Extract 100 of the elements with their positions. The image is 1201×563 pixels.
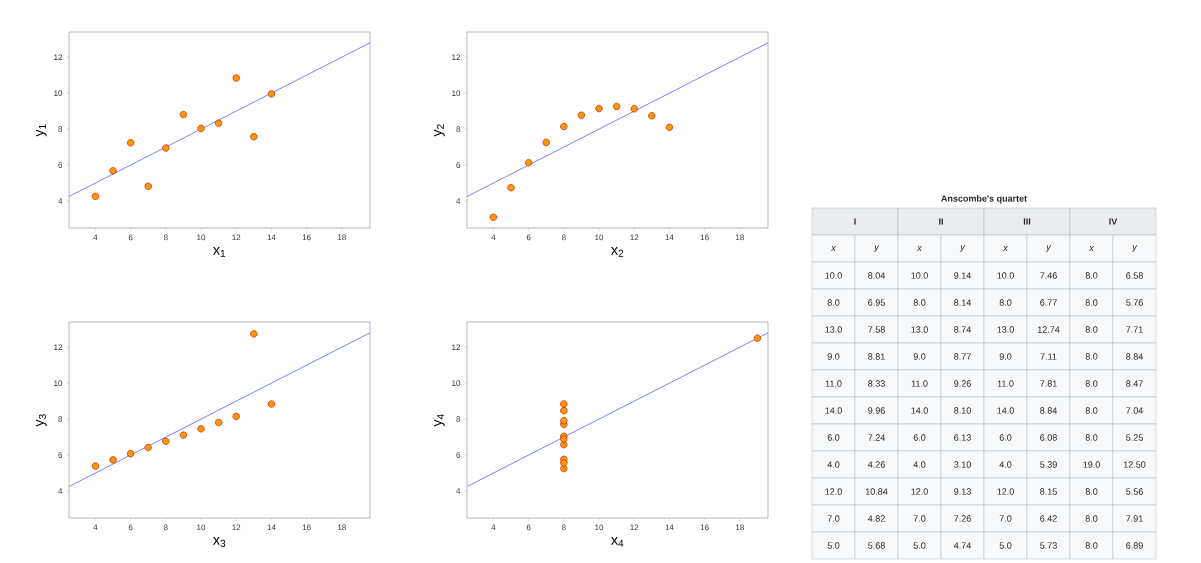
text: 5.56 bbox=[1126, 488, 1143, 495]
text: 9.0 bbox=[913, 353, 926, 360]
text: 10.0 bbox=[825, 272, 842, 279]
text: 5.39 bbox=[1040, 461, 1057, 468]
y-axis-title: y$_{2}$ bbox=[434, 124, 445, 137]
text: y bbox=[1045, 245, 1052, 252]
text: 9.13 bbox=[954, 488, 971, 495]
y-tick-label: 4 bbox=[456, 488, 461, 494]
x-tick-label: 12 bbox=[630, 524, 639, 531]
text: IV bbox=[1109, 218, 1118, 225]
x-axis-title: x$_{3}$ bbox=[213, 537, 226, 547]
text: 11.0 bbox=[911, 380, 928, 387]
text: 14.0 bbox=[911, 407, 928, 414]
x-tick-label: 8 bbox=[561, 234, 566, 241]
x-axis-title: x$_{1}$ bbox=[213, 247, 226, 257]
x-tick-label: 16 bbox=[700, 234, 709, 241]
y-tick-label: 8 bbox=[58, 126, 63, 132]
y-tick-label: 12 bbox=[452, 344, 461, 350]
y-tick-label: 12 bbox=[54, 54, 63, 60]
text: 8.15 bbox=[1040, 488, 1057, 495]
text: 8.47 bbox=[1126, 380, 1143, 387]
text: 4.0 bbox=[827, 461, 840, 468]
text: 8.0 bbox=[1085, 407, 1098, 414]
text: 9.96 bbox=[868, 407, 885, 414]
text: 10.0 bbox=[911, 272, 928, 279]
text: 4.74 bbox=[953, 542, 971, 549]
text: 7.46 bbox=[1040, 272, 1057, 279]
text: x bbox=[916, 246, 923, 251]
x-tick-label: 6 bbox=[526, 234, 531, 241]
y-tick-label: 4 bbox=[58, 488, 63, 494]
y-tick-label: 8 bbox=[456, 126, 461, 132]
text: 6.08 bbox=[1040, 434, 1057, 441]
text: 8.0 bbox=[1085, 326, 1098, 333]
x-tick-label: 6 bbox=[128, 524, 133, 531]
y-tick-label: 8 bbox=[58, 416, 63, 422]
text: 3.10 bbox=[954, 461, 971, 468]
x-tick-label: 16 bbox=[700, 524, 709, 531]
text: 10.84 bbox=[865, 488, 888, 495]
text: 8.0 bbox=[913, 299, 926, 306]
x-tick-label: 4 bbox=[491, 234, 496, 241]
text: 12.0 bbox=[825, 488, 842, 495]
x-tick-label: 10 bbox=[595, 524, 604, 531]
text: 12.74 bbox=[1037, 326, 1060, 333]
x-tick-label: 18 bbox=[338, 524, 346, 531]
text: 12.0 bbox=[997, 488, 1014, 495]
text: I bbox=[854, 218, 856, 225]
x-tick-label: 16 bbox=[302, 234, 311, 241]
text: x bbox=[1088, 246, 1095, 251]
text: 8.0 bbox=[1085, 380, 1098, 387]
y-tick-label: 8 bbox=[456, 416, 461, 422]
x-tick-label: 18 bbox=[338, 234, 346, 241]
x-tick-label: 12 bbox=[232, 524, 241, 531]
text: y bbox=[1131, 245, 1138, 252]
text: 7.58 bbox=[868, 326, 885, 333]
text: 8.0 bbox=[1085, 542, 1098, 549]
text: 7.71 bbox=[1126, 326, 1143, 333]
text: 7.26 bbox=[954, 515, 971, 522]
y-tick-label: 6 bbox=[456, 162, 461, 168]
text: 5.25 bbox=[1126, 434, 1143, 441]
x-tick-label: 10 bbox=[197, 524, 206, 531]
text: 8.74 bbox=[954, 326, 971, 333]
x-tick-label: 10 bbox=[595, 234, 604, 241]
x-tick-label: 6 bbox=[128, 234, 133, 241]
y-tick-label: 10 bbox=[452, 380, 461, 386]
x-tick-label: 8 bbox=[561, 524, 566, 531]
text: 9.14 bbox=[954, 272, 971, 279]
x-axis-title: x$_{2}$ bbox=[611, 247, 624, 257]
y-tick-label: 10 bbox=[452, 90, 461, 96]
text: 8.0 bbox=[827, 299, 840, 306]
text: 14.0 bbox=[997, 407, 1014, 414]
y-tick-label: 12 bbox=[452, 54, 461, 60]
text: III bbox=[1023, 218, 1031, 225]
y-axis-title: y$_{4}$ bbox=[434, 414, 445, 427]
text: 6.0 bbox=[999, 434, 1012, 441]
text: 9.26 bbox=[954, 380, 971, 387]
x-tick-label: 8 bbox=[163, 524, 168, 531]
text: y bbox=[959, 245, 966, 252]
text: 10.0 bbox=[997, 272, 1014, 279]
text: 6.0 bbox=[913, 434, 926, 441]
y-tick-label: 6 bbox=[58, 452, 63, 458]
text: 7.0 bbox=[913, 515, 926, 522]
text: 7.0 bbox=[827, 515, 840, 522]
text: 7.24 bbox=[868, 434, 885, 441]
text: 7.04 bbox=[1126, 407, 1143, 414]
x-tick-label: 6 bbox=[526, 524, 531, 531]
text: 8.0 bbox=[1085, 515, 1098, 522]
text: 6.42 bbox=[1040, 515, 1057, 522]
text: 8.04 bbox=[868, 272, 885, 279]
text: 8.77 bbox=[954, 353, 971, 360]
x-tick-label: 12 bbox=[630, 234, 639, 241]
text: 6.0 bbox=[827, 434, 840, 441]
y-tick-label: 10 bbox=[54, 90, 63, 96]
x-tick-label: 14 bbox=[267, 524, 276, 531]
text: 14.0 bbox=[825, 407, 842, 414]
text: 8.0 bbox=[1085, 353, 1098, 360]
text: 6.77 bbox=[1040, 299, 1057, 306]
text: 19.0 bbox=[1083, 461, 1100, 468]
text: 5.68 bbox=[868, 542, 885, 549]
text: 6.13 bbox=[954, 434, 971, 441]
text: 12.0 bbox=[911, 488, 928, 495]
